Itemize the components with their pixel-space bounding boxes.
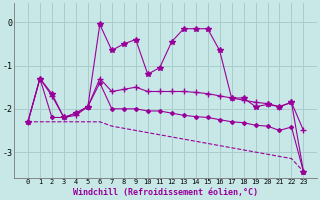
X-axis label: Windchill (Refroidissement éolien,°C): Windchill (Refroidissement éolien,°C) — [73, 188, 258, 197]
